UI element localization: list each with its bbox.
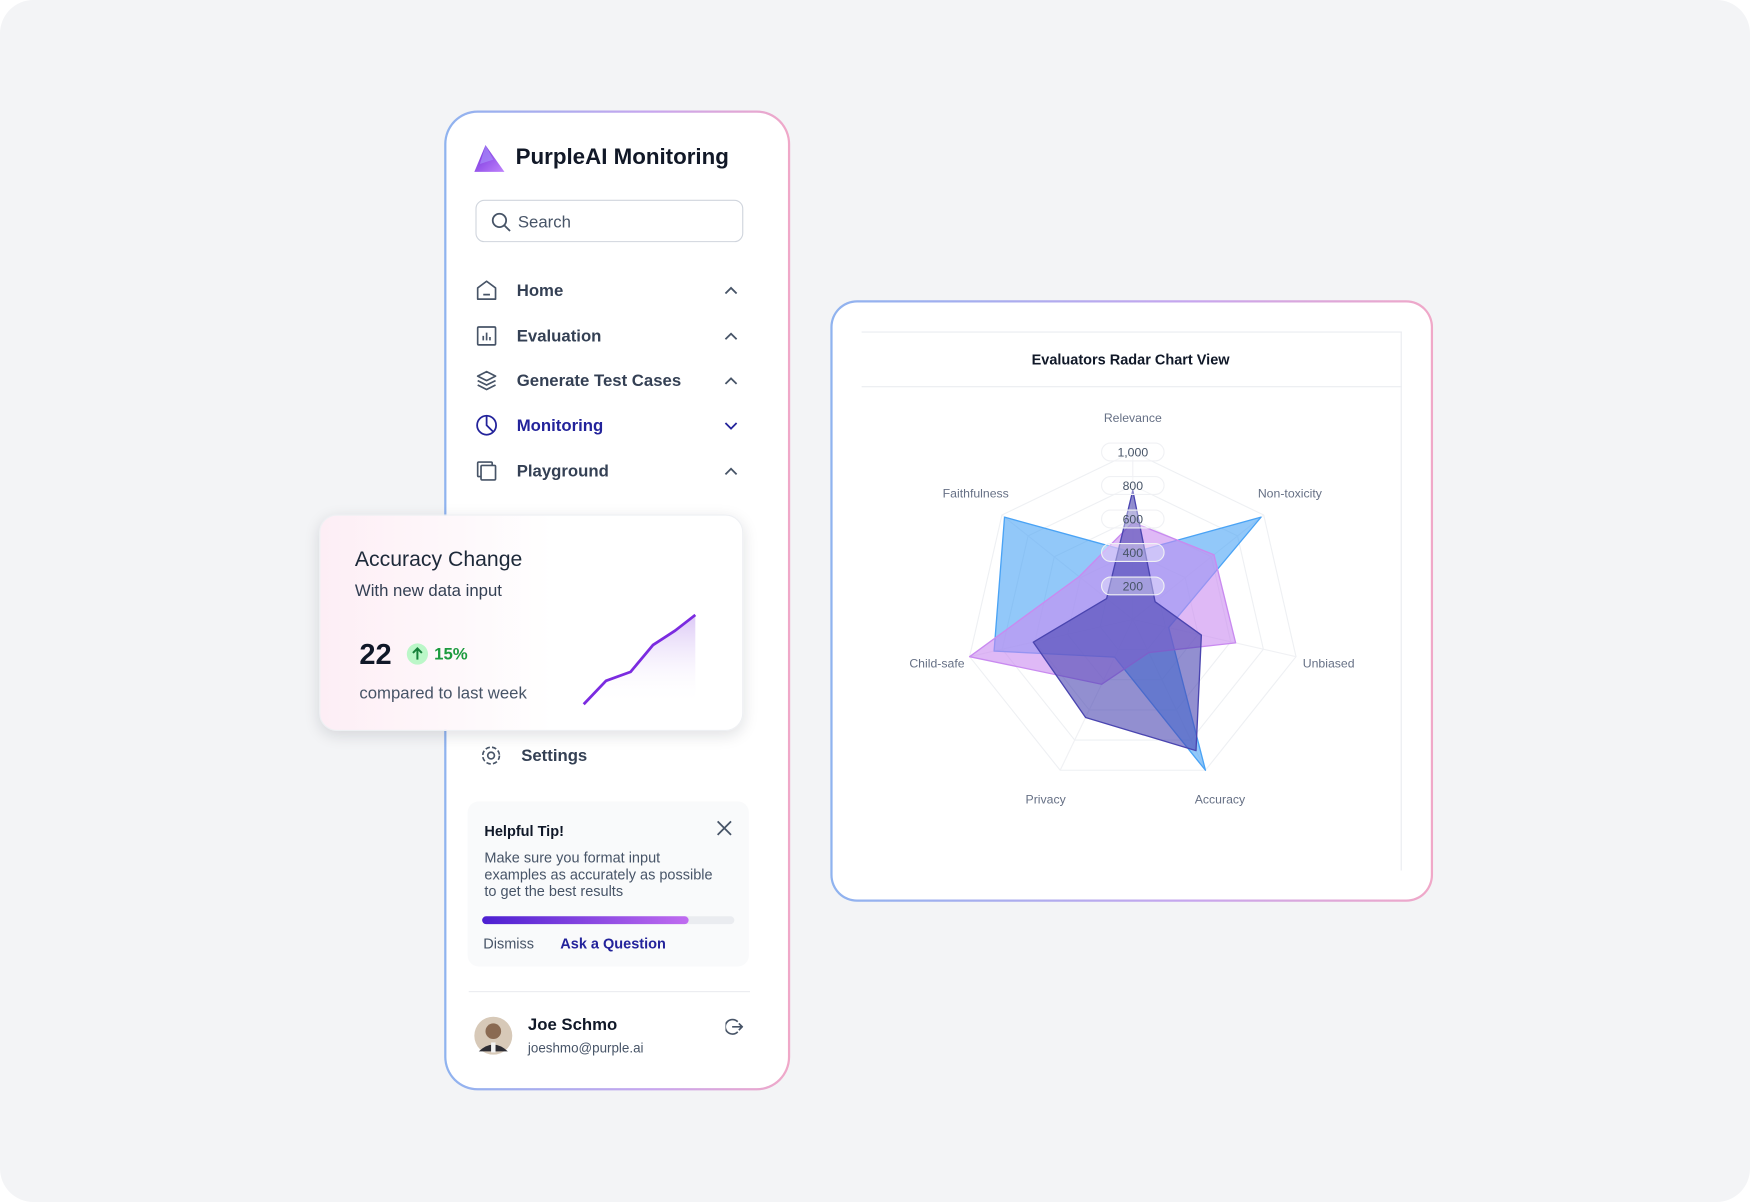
close-icon[interactable] (717, 820, 733, 836)
tip-text: examples as accurately as possible (484, 866, 713, 883)
axis-label: Faithfulness (943, 486, 1009, 500)
progress-track (482, 916, 735, 925)
nav-item[interactable]: Home (474, 273, 747, 306)
evaluation-icon (476, 326, 497, 346)
tick-pill (1101, 476, 1165, 495)
playground-icon (476, 461, 497, 481)
axis-label: Relevance (1104, 411, 1162, 425)
up-badge (406, 643, 429, 665)
chevron (724, 286, 738, 295)
chart-title: Evaluators Radar Chart View (1032, 352, 1231, 368)
sparkline (582, 613, 697, 706)
nav-label: Evaluation (516, 326, 602, 346)
tick-pill (1101, 509, 1165, 529)
search-icon (491, 212, 511, 232)
card-subtitle: With new data input (354, 581, 502, 601)
tick-label: 1,000 (1117, 445, 1148, 459)
nav-label: Generate Test Cases (516, 371, 682, 391)
home-icon (476, 280, 497, 300)
axis-label: Child-safe (909, 656, 964, 670)
grid-ring (968, 451, 1297, 771)
tip-text: Make sure you format input (484, 849, 661, 867)
tick-label: 400 (1123, 546, 1144, 560)
monitoring-icon (476, 414, 497, 436)
progress-fill (482, 916, 689, 925)
user-email: joeshmo@purple.ai (527, 1040, 644, 1056)
card-title: Accuracy Change (354, 547, 523, 572)
nav-item[interactable]: Playground (474, 454, 747, 487)
tick-label: 600 (1123, 512, 1144, 526)
nav-item[interactable]: Generate Test Cases (474, 364, 747, 397)
radar-area (1032, 489, 1203, 752)
chevron (724, 377, 738, 385)
nav-item[interactable]: Evaluation (474, 319, 747, 352)
axis-label: Unbiased (1303, 656, 1355, 670)
chart-card (861, 331, 1402, 871)
chevron (724, 467, 738, 475)
tip-title: Helpful Tip! (484, 822, 564, 840)
chart-header-divider (861, 386, 1402, 388)
divider (468, 991, 750, 993)
nav-label: Home (516, 280, 564, 300)
nav-label: Playground (516, 461, 609, 481)
chevron (724, 422, 738, 430)
tick-label: 800 (1123, 479, 1144, 493)
search-box[interactable]: Search (475, 199, 744, 243)
settings-icon (481, 746, 501, 765)
tick-pill (1101, 442, 1165, 462)
user-name: Joe Schmo (527, 1015, 618, 1035)
card-value: 22 (359, 637, 392, 671)
tip-text: to get the best results (484, 882, 624, 900)
ask-button[interactable]: Ask a Question (560, 935, 666, 953)
card-caption: compared to last week (359, 684, 527, 704)
avatar (474, 1016, 513, 1055)
nav-label: Settings (521, 746, 588, 766)
search-placeholder: Search (517, 213, 571, 233)
app-title: PurpleAI Monitoring (515, 145, 729, 170)
nav-item-active[interactable]: Monitoring (474, 408, 747, 441)
axis-label: Non-toxicity (1258, 486, 1323, 500)
chevron (724, 332, 738, 340)
tick-pill (1101, 576, 1165, 596)
nav-item[interactable]: Settings (479, 739, 752, 772)
logo (474, 145, 505, 172)
dismiss-button[interactable]: Dismiss (483, 935, 535, 953)
tip-box (467, 801, 749, 967)
logout-icon[interactable] (725, 1018, 744, 1036)
card-change: 15% (434, 645, 468, 665)
tick-label: 200 (1123, 579, 1144, 593)
layers-icon (476, 370, 497, 391)
tick-pill (1101, 542, 1165, 562)
axis-label: Privacy (1026, 793, 1067, 807)
axis-label: Accuracy (1195, 793, 1246, 807)
nav-label: Monitoring (516, 415, 604, 435)
